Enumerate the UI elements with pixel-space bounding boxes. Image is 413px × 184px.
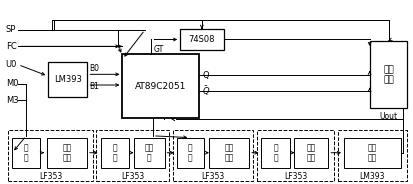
Text: LM393: LM393 [54,75,81,84]
Text: M0: M0 [6,79,18,88]
Bar [100,138,128,168]
Text: LF353: LF353 [39,171,62,181]
Text: 滤
波: 滤 波 [273,143,277,162]
Bar [180,29,223,50]
Text: 绝对
恒: 绝对 恒 [144,143,153,162]
Text: 74S08: 74S08 [188,35,215,44]
Text: 放
大: 放 大 [188,143,192,162]
Text: 滤
波: 滤 波 [112,143,116,162]
Bar [96,130,168,181]
Text: LF353: LF353 [283,171,306,181]
Text: 过零
检测: 过零 检测 [367,143,376,162]
Text: GT: GT [153,45,163,54]
Bar [257,130,333,181]
Text: 信号
输出: 信号 输出 [382,65,393,84]
Bar [209,138,249,168]
Text: M3: M3 [6,96,18,105]
Text: 电平
调整: 电平 调整 [306,143,315,162]
Bar [369,41,406,108]
Bar [176,138,203,168]
Bar [48,62,87,98]
Text: LF353: LF353 [201,171,224,181]
Bar [172,130,253,181]
Bar [261,138,289,168]
Bar [337,130,406,181]
Text: 滤
波: 滤 波 [24,143,28,162]
Bar [8,130,93,181]
Bar [122,54,198,118]
Text: B0: B0 [89,64,99,73]
Text: B1: B1 [89,82,99,91]
Bar [47,138,87,168]
Text: FC: FC [6,42,17,51]
Text: LM393: LM393 [359,171,384,181]
Text: AT89C2051: AT89C2051 [135,82,186,91]
Bar [133,138,164,168]
Text: U0: U0 [6,60,17,69]
Text: SP: SP [6,25,16,34]
Text: Uout: Uout [379,112,396,121]
Bar [294,138,328,168]
Text: 一次
微分: 一次 微分 [62,143,71,162]
Text: $\bar{Q}$: $\bar{Q}$ [202,84,210,98]
Text: LF353: LF353 [121,171,144,181]
Bar [12,138,40,168]
Bar [343,138,400,168]
Text: Q: Q [202,70,208,79]
Text: 二次
微分: 二次 微分 [224,143,233,162]
